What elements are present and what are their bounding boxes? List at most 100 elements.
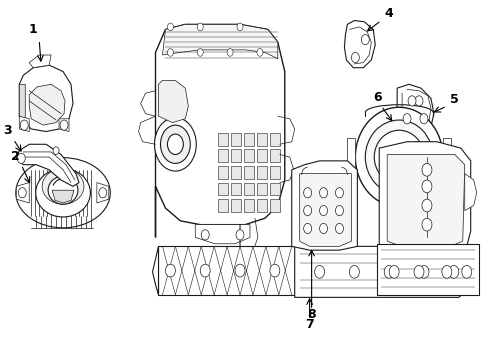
Ellipse shape [48, 176, 78, 204]
Polygon shape [218, 133, 228, 145]
Circle shape [60, 120, 68, 130]
Polygon shape [379, 150, 419, 180]
Polygon shape [294, 246, 477, 297]
Polygon shape [377, 244, 479, 295]
Polygon shape [387, 154, 465, 249]
Circle shape [18, 188, 26, 198]
Ellipse shape [355, 107, 443, 207]
Polygon shape [231, 183, 241, 195]
Polygon shape [347, 138, 355, 176]
Text: 7: 7 [305, 318, 314, 331]
Polygon shape [270, 149, 280, 162]
Text: 1: 1 [29, 23, 38, 36]
Polygon shape [300, 174, 351, 246]
Polygon shape [231, 199, 241, 212]
Polygon shape [29, 55, 51, 68]
Polygon shape [29, 84, 65, 125]
Circle shape [422, 218, 432, 231]
Polygon shape [270, 166, 280, 179]
Polygon shape [163, 24, 278, 59]
Circle shape [336, 223, 343, 234]
Circle shape [408, 96, 416, 106]
Circle shape [304, 206, 312, 216]
Polygon shape [465, 174, 477, 211]
Circle shape [166, 264, 175, 277]
Polygon shape [19, 116, 29, 131]
Text: 8: 8 [307, 308, 316, 321]
Circle shape [20, 120, 28, 130]
Circle shape [315, 265, 324, 278]
Polygon shape [292, 161, 357, 250]
Circle shape [17, 153, 25, 163]
Circle shape [389, 265, 399, 278]
Circle shape [420, 114, 428, 124]
Circle shape [384, 265, 394, 278]
Circle shape [319, 223, 327, 234]
Polygon shape [270, 183, 280, 195]
Circle shape [197, 23, 203, 31]
Polygon shape [257, 183, 267, 195]
Polygon shape [218, 199, 228, 212]
Circle shape [422, 199, 432, 212]
Polygon shape [406, 207, 416, 227]
Circle shape [319, 206, 327, 216]
Polygon shape [158, 81, 188, 123]
Circle shape [449, 265, 459, 278]
Circle shape [257, 49, 263, 56]
Polygon shape [379, 142, 471, 254]
Circle shape [168, 49, 173, 56]
Polygon shape [382, 207, 392, 227]
Polygon shape [231, 133, 241, 145]
Polygon shape [231, 149, 241, 162]
Polygon shape [196, 225, 250, 244]
Circle shape [351, 53, 359, 63]
Text: 6: 6 [373, 91, 382, 104]
Circle shape [304, 223, 312, 234]
Ellipse shape [36, 168, 90, 217]
Polygon shape [19, 65, 73, 131]
Polygon shape [257, 199, 267, 212]
Polygon shape [16, 183, 29, 203]
Circle shape [53, 147, 59, 154]
Circle shape [237, 23, 243, 31]
Polygon shape [244, 149, 254, 162]
Circle shape [361, 35, 369, 45]
Text: 2: 2 [11, 150, 20, 163]
Polygon shape [155, 24, 285, 237]
Polygon shape [244, 133, 254, 145]
Text: 5: 5 [450, 94, 459, 107]
Ellipse shape [154, 117, 196, 171]
Circle shape [419, 265, 429, 278]
Polygon shape [52, 190, 74, 203]
Ellipse shape [366, 120, 433, 194]
Polygon shape [270, 199, 280, 212]
Circle shape [99, 188, 107, 198]
Polygon shape [231, 166, 241, 179]
Ellipse shape [42, 168, 84, 204]
Circle shape [336, 206, 343, 216]
Polygon shape [244, 183, 254, 195]
Polygon shape [59, 119, 69, 131]
Circle shape [403, 114, 411, 124]
Polygon shape [218, 166, 228, 179]
Circle shape [168, 23, 173, 31]
Polygon shape [97, 183, 109, 203]
Circle shape [422, 180, 432, 193]
Polygon shape [344, 21, 375, 68]
Text: 3: 3 [3, 124, 12, 137]
Circle shape [197, 49, 203, 56]
Circle shape [227, 49, 233, 56]
Polygon shape [270, 133, 280, 145]
Ellipse shape [161, 125, 190, 163]
Circle shape [200, 264, 210, 277]
Circle shape [442, 265, 452, 278]
Circle shape [349, 265, 359, 278]
Circle shape [235, 264, 245, 277]
Circle shape [336, 188, 343, 198]
Circle shape [462, 265, 472, 278]
Polygon shape [244, 166, 254, 179]
Polygon shape [257, 149, 267, 162]
Ellipse shape [374, 130, 424, 184]
Circle shape [414, 265, 424, 278]
Ellipse shape [16, 158, 110, 228]
